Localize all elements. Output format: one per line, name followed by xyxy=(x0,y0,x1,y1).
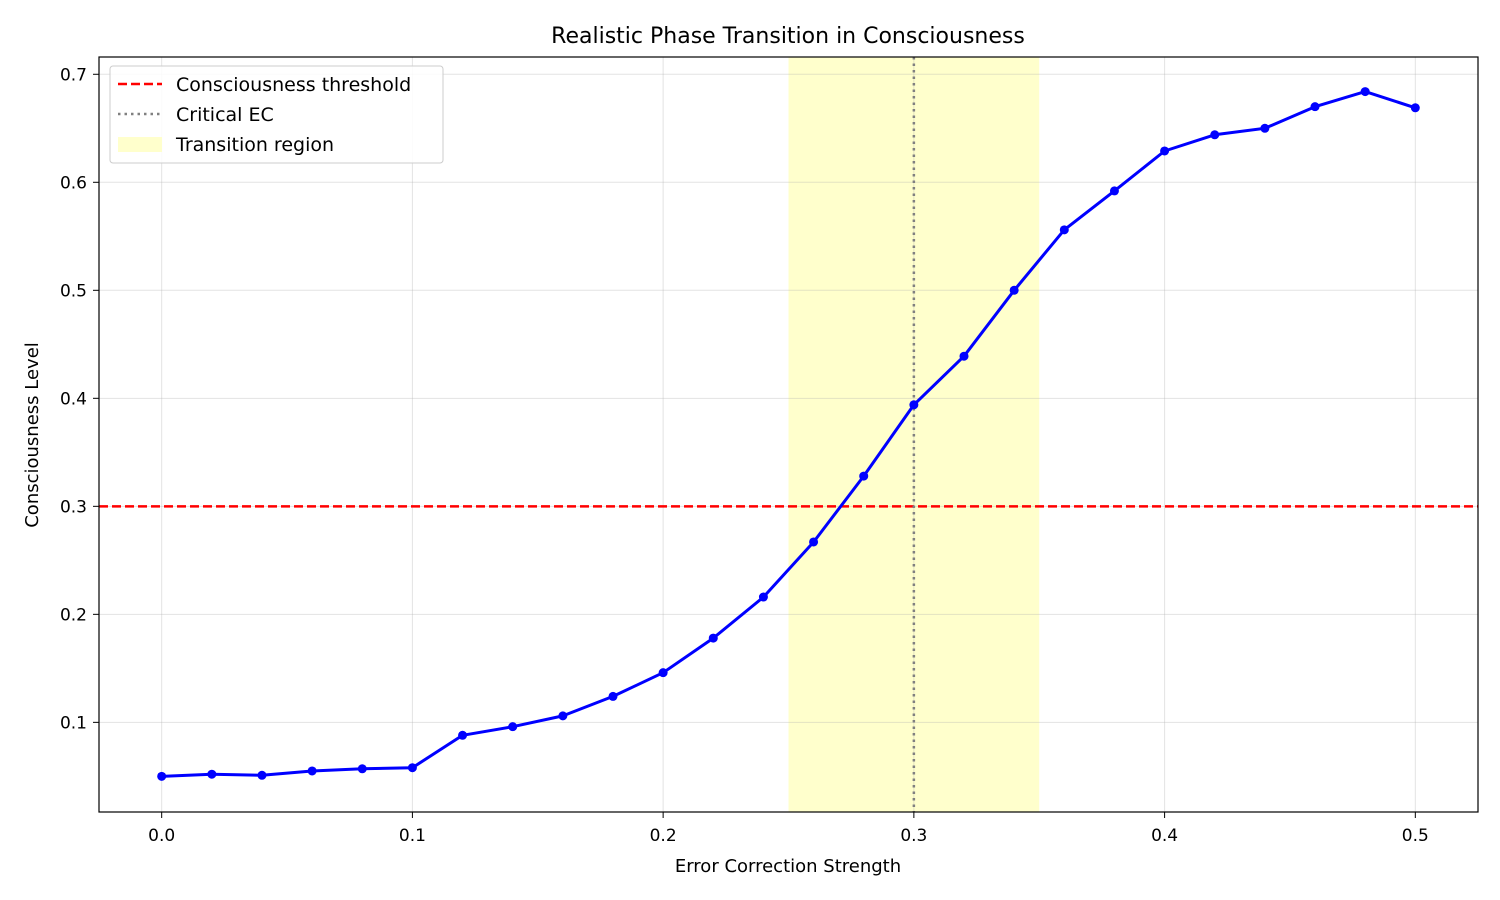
legend-label-critical: Critical EC xyxy=(176,104,274,126)
data-point xyxy=(1360,87,1370,97)
x-tick-label: 0.0 xyxy=(148,826,175,846)
y-tick-label: 0.6 xyxy=(60,173,87,193)
plot-area: 0.0 0.1 0.2 0.3 0.4 0.5 0.1 0.2 0.3 0.4 0.5 0.6 0.7 xyxy=(60,56,1479,846)
x-axis-label: Error Correction Strength xyxy=(675,856,901,877)
y-tick-label: 0.1 xyxy=(60,713,87,733)
x-tick-label: 0.3 xyxy=(900,826,927,846)
legend-frame xyxy=(109,65,444,164)
data-point xyxy=(1310,102,1320,112)
x-tick-label: 0.1 xyxy=(399,826,426,846)
data-point xyxy=(608,691,618,701)
data-point xyxy=(758,592,768,602)
chart-title: Realistic Phase Transition in Consciousn… xyxy=(551,24,1025,49)
data-point xyxy=(708,633,718,643)
legend-label-threshold: Consciousness threshold xyxy=(176,74,411,96)
data-point xyxy=(157,771,167,781)
legend-swatch-region xyxy=(118,137,162,152)
axes-frame xyxy=(98,56,1479,813)
y-tick-label: 0.4 xyxy=(60,389,87,409)
data-point xyxy=(357,764,367,774)
series-line xyxy=(161,90,1416,778)
legend-label-region: Transition region xyxy=(175,134,334,156)
y-tick-label: 0.7 xyxy=(60,65,87,85)
x-tick-label: 0.5 xyxy=(1402,826,1429,846)
data-point xyxy=(207,769,217,779)
data-point xyxy=(1410,103,1420,113)
x-tick-label: 0.2 xyxy=(650,826,677,846)
data-point xyxy=(458,730,468,740)
y-tick-label: 0.2 xyxy=(60,605,87,625)
data-point xyxy=(307,766,317,776)
legend: Consciousness threshold Critical EC Tran… xyxy=(109,65,444,164)
data-point xyxy=(1059,225,1069,235)
x-tick-label: 0.4 xyxy=(1151,826,1178,846)
y-tick-label: 0.5 xyxy=(60,281,87,301)
y-axis-label: Consciousness Level xyxy=(22,342,43,528)
data-point xyxy=(1109,186,1119,196)
data-point xyxy=(1210,130,1220,140)
data-point xyxy=(1160,146,1170,156)
data-point xyxy=(558,711,568,721)
data-point xyxy=(1260,123,1270,133)
data-point xyxy=(407,763,417,773)
data-point xyxy=(1009,285,1019,295)
data-point xyxy=(658,668,668,678)
data-point xyxy=(909,400,919,410)
data-point xyxy=(859,471,869,481)
data-point xyxy=(508,722,518,732)
data-point xyxy=(959,351,969,361)
data-point xyxy=(257,770,267,780)
y-tick-label: 0.3 xyxy=(60,497,87,517)
data-point xyxy=(809,537,819,547)
